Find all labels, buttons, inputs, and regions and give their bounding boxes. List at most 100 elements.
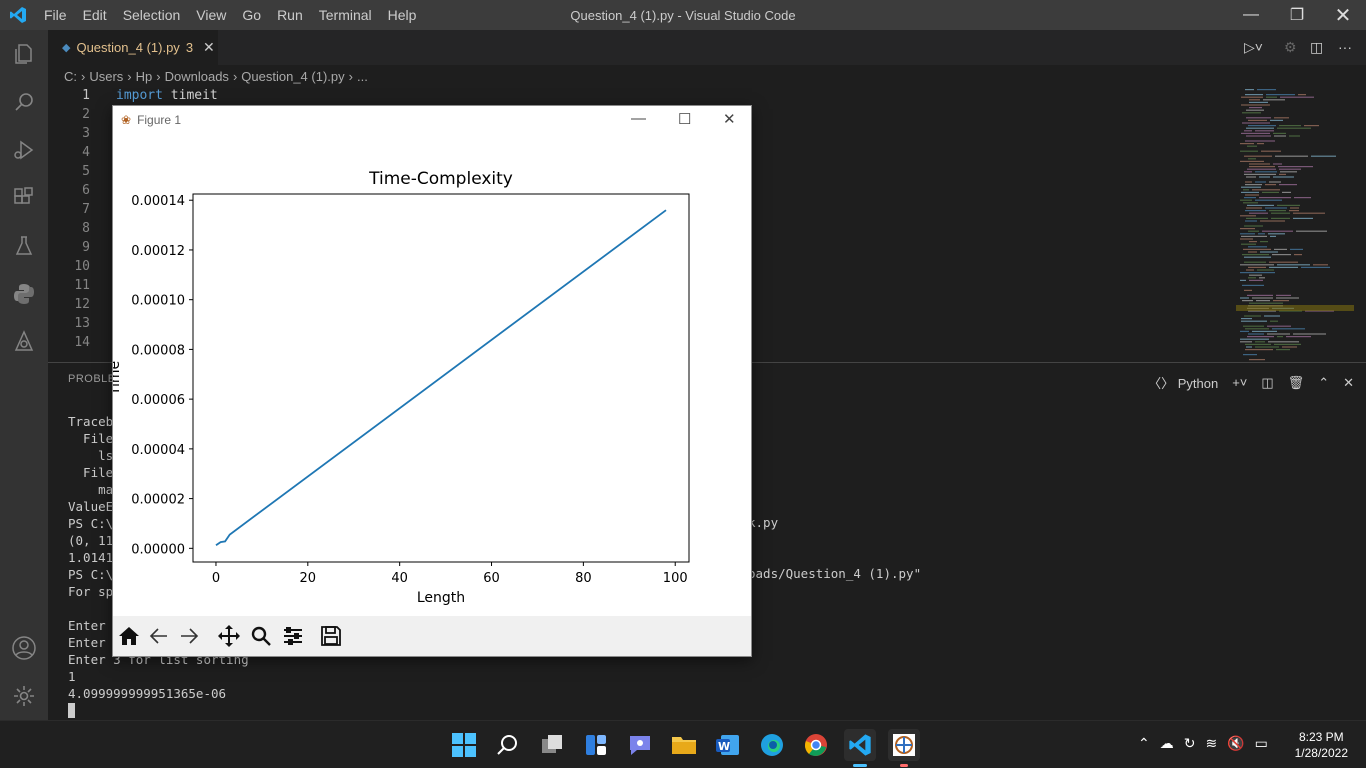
- maximize-panel-icon[interactable]: ⌃: [1318, 374, 1330, 390]
- edge-icon[interactable]: [756, 729, 788, 761]
- terminal-shell[interactable]: 〈〉 Python: [1148, 376, 1219, 391]
- teams-chat-icon[interactable]: [624, 729, 656, 761]
- task-view-icon[interactable]: [536, 729, 568, 761]
- matplotlib-icon: ❀: [121, 113, 132, 127]
- tab-label: Question_4 (1).py: [76, 40, 180, 55]
- tab-problem-count: 3: [185, 40, 194, 55]
- y-tick-label: 0.00014: [131, 194, 185, 209]
- battery-icon[interactable]: ▭: [1254, 735, 1268, 751]
- save-figure-icon[interactable]: [317, 622, 345, 650]
- new-terminal-icon[interactable]: +˅: [1232, 375, 1248, 390]
- menu-selection[interactable]: Selection: [122, 7, 181, 23]
- remote-icon[interactable]: [0, 318, 48, 366]
- run-debug-icon[interactable]: [0, 126, 48, 174]
- word-icon[interactable]: W: [712, 729, 744, 761]
- menu-edit[interactable]: Edit: [82, 7, 107, 23]
- menu-run[interactable]: Run: [277, 7, 303, 23]
- breadcrumb-separator-icon: ›: [127, 68, 132, 84]
- terminal-line: Enter: [68, 618, 114, 633]
- matplotlib-taskbar-icon[interactable]: [888, 729, 920, 761]
- breadcrumb-item[interactable]: C:: [64, 68, 77, 84]
- terminal-line: 4.099999999951365e-06: [68, 686, 227, 701]
- vscode-taskbar-icon[interactable]: [844, 729, 876, 761]
- minimize-button[interactable]: —: [1243, 6, 1259, 23]
- terminal-line: Traceb: [68, 414, 114, 429]
- debug-icon[interactable]: ⚙: [1284, 39, 1297, 55]
- figure-minimize-button[interactable]: —: [631, 110, 646, 127]
- terminal-icon: 〈〉: [1148, 376, 1175, 391]
- y-tick-label: 0.00006: [131, 393, 185, 408]
- wifi-icon[interactable]: ≋: [1205, 735, 1218, 751]
- clock[interactable]: 8:23 PM 1/28/2022: [1295, 729, 1348, 761]
- menu-go[interactable]: Go: [242, 7, 262, 23]
- split-terminal-icon[interactable]: ◫: [1261, 374, 1274, 390]
- breadcrumb-item[interactable]: Downloads: [164, 68, 229, 84]
- widgets-icon[interactable]: [580, 729, 612, 761]
- tab-question-4[interactable]: ◆ Question_4 (1).py 3 ✕: [48, 30, 218, 65]
- configure-subplots-icon[interactable]: [279, 622, 307, 650]
- menu-view[interactable]: View: [196, 7, 227, 23]
- figure-close-button[interactable]: ✕: [723, 111, 736, 128]
- menu-help[interactable]: Help: [387, 7, 417, 23]
- more-actions-icon[interactable]: ···: [1338, 39, 1352, 55]
- chevron-up-icon[interactable]: ⌃: [1138, 735, 1150, 751]
- y-axis-label: Time: [113, 361, 123, 396]
- extensions-icon[interactable]: [0, 174, 48, 222]
- breadcrumb-separator-icon: ›: [232, 68, 238, 84]
- terminal-line: For sp: [68, 584, 114, 599]
- x-tick-label: 0: [212, 571, 220, 586]
- zoom-icon[interactable]: [247, 622, 275, 650]
- taskbar-search-icon[interactable]: [492, 729, 524, 761]
- account-icon[interactable]: [0, 624, 48, 672]
- terminal-line: 1.0141: [68, 550, 114, 565]
- breadcrumb-item[interactable]: ...: [356, 68, 368, 84]
- windows-start-icon[interactable]: [448, 729, 480, 761]
- line-number: 10: [74, 259, 90, 274]
- manage-gear-icon[interactable]: [0, 672, 48, 720]
- testing-icon[interactable]: [0, 222, 48, 270]
- x-tick-label: 100: [663, 571, 688, 586]
- breadcrumb-item[interactable]: Hp: [135, 68, 153, 84]
- home-icon[interactable]: [115, 622, 143, 650]
- terminal-line: PS C:\: [68, 567, 114, 582]
- x-tick-label: 60: [483, 571, 500, 586]
- figure-maximize-button[interactable]: ☐: [678, 111, 692, 128]
- forward-arrow-icon[interactable]: [175, 622, 203, 650]
- clock-date: 1/28/2022: [1294, 746, 1348, 760]
- menu-terminal[interactable]: Terminal: [318, 7, 372, 23]
- explorer-icon[interactable]: [0, 30, 48, 78]
- active-indicator: [853, 764, 867, 767]
- terminal-output[interactable]: Traceb File ls File ma ValueE PS C:\ (0, 11…: [68, 413, 249, 702]
- y-tick-label: 0.00012: [131, 244, 185, 259]
- menu-file[interactable]: File: [44, 7, 67, 23]
- line-number: 8: [82, 221, 90, 236]
- update-icon[interactable]: ↻: [1183, 735, 1196, 751]
- back-arrow-icon[interactable]: [145, 622, 173, 650]
- close-tab-icon[interactable]: ✕: [203, 39, 215, 55]
- figure-title-bar: ❀ Figure 1 — ☐ ✕: [113, 106, 751, 134]
- minimap[interactable]: [1236, 87, 1354, 362]
- terminal-line: File: [68, 431, 114, 446]
- search-icon[interactable]: [0, 78, 48, 126]
- y-tick-label: 0.00002: [131, 493, 185, 508]
- split-editor-icon[interactable]: ◫: [1310, 39, 1324, 55]
- x-tick-label: 40: [391, 571, 408, 586]
- python-icon[interactable]: [0, 270, 48, 318]
- figure-window: ❀ Figure 1 — ☐ ✕ Time-Complexity Length Ti…: [112, 105, 752, 657]
- line-number: 3: [82, 126, 90, 141]
- pan-icon[interactable]: [215, 622, 243, 650]
- menu-bar: File Edit Selection View Go Run Terminal Help: [36, 0, 424, 30]
- run-file-icon[interactable]: ▷˅: [1244, 39, 1263, 55]
- close-window-button[interactable]: ✕: [1334, 4, 1352, 27]
- breadcrumb-item[interactable]: Question_4 (1).py: [241, 68, 345, 84]
- volume-muted-icon[interactable]: 🔇: [1227, 735, 1245, 751]
- trash-icon[interactable]: 🗑: [1287, 374, 1305, 390]
- onedrive-cloud-icon[interactable]: ☁: [1159, 735, 1174, 751]
- restore-button[interactable]: ❐: [1289, 7, 1305, 24]
- close-panel-icon[interactable]: ✕: [1343, 374, 1354, 390]
- chrome-icon[interactable]: [800, 729, 832, 761]
- breadcrumb-item[interactable]: Users: [89, 68, 124, 84]
- line-number: 5: [82, 164, 90, 179]
- panel-controls: 〈〉 Python +˅ ◫ 🗑 ⌃ ✕: [1148, 373, 1354, 392]
- file-explorer-icon[interactable]: [668, 729, 700, 761]
